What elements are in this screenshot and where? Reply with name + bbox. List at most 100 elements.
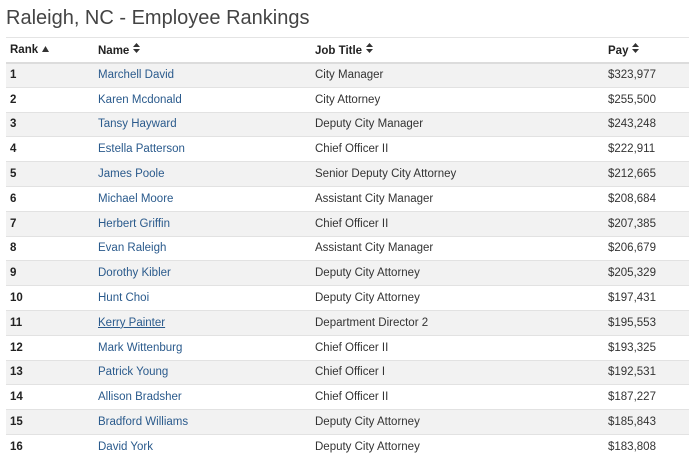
pay-cell: $212,665: [608, 168, 656, 181]
pay-cell: $208,684: [608, 192, 656, 205]
job-title-cell: Deputy City Attorney: [315, 440, 420, 453]
name-cell: Kerry Painter: [94, 310, 311, 335]
name-cell: Patrick Young: [94, 360, 311, 385]
rank-cell: 7: [10, 217, 17, 230]
name-column-header[interactable]: Name: [94, 38, 311, 63]
employee-name-link[interactable]: Hunt Choi: [98, 292, 150, 305]
employee-name-link[interactable]: Dorothy Kibler: [98, 267, 171, 280]
pay-header-label: Pay: [608, 44, 629, 57]
rank-cell: 13: [10, 366, 23, 379]
job-title-column-header[interactable]: Job Title: [311, 38, 604, 63]
name-cell: Marchell David: [94, 63, 311, 88]
name-cell: Mark Wittenburg: [94, 335, 311, 360]
name-cell: Dorothy Kibler: [94, 261, 311, 286]
job-title-cell: Senior Deputy City Attorney: [315, 168, 457, 181]
job-title-cell: Assistant City Manager: [315, 192, 434, 205]
sort-icon: [366, 42, 374, 55]
name-cell: Michael Moore: [94, 186, 311, 211]
rank-cell: 3: [10, 118, 17, 131]
employee-name-link[interactable]: Patrick Young: [98, 366, 169, 379]
employee-name-link[interactable]: David York: [98, 440, 153, 453]
sort-icon: [133, 42, 141, 55]
pay-cell: $243,248: [608, 118, 656, 131]
employee-name-link[interactable]: Evan Raleigh: [98, 242, 167, 255]
rank-cell: 8: [10, 242, 17, 255]
name-cell: Tansy Hayward: [94, 112, 311, 137]
employee-name-link[interactable]: Michael Moore: [98, 192, 174, 205]
name-cell: Allison Bradsher: [94, 385, 311, 410]
table-row: 15 Bradford Williams Deputy City Attorney $…: [6, 409, 689, 435]
pay-cell: $195,553: [608, 316, 656, 329]
pay-cell: $183,808: [608, 440, 656, 453]
table-header-row: Rank Name Job Title Pay: [6, 37, 689, 63]
rank-cell: 10: [10, 292, 23, 305]
table-row: 9 Dorothy Kibler Deputy City Attorney $205,…: [6, 260, 689, 286]
name-cell: Evan Raleigh: [94, 236, 311, 261]
pay-cell: $222,911: [608, 143, 656, 156]
employee-name-link[interactable]: Estella Patterson: [98, 143, 185, 156]
table-row: 8 Evan Raleigh Assistant City Manager $206,…: [6, 236, 689, 261]
employee-name-link[interactable]: Tansy Hayward: [98, 118, 177, 131]
job-title-cell: Chief Officer II: [315, 341, 389, 354]
pay-cell: $185,843: [608, 416, 656, 429]
name-header-label: Name: [98, 44, 130, 57]
job-title-cell: Chief Officer I: [315, 366, 386, 379]
table-row: 11 Kerry Painter Department Director 2 $195…: [6, 310, 689, 336]
table-row: 12 Mark Wittenburg Chief Officer II $193,32…: [6, 335, 689, 361]
rank-cell: 5: [10, 168, 17, 181]
pay-cell: $193,325: [608, 341, 656, 354]
job-title-cell: City Attorney: [315, 93, 381, 106]
pay-column-header[interactable]: Pay: [604, 38, 689, 63]
name-cell: Herbert Griffin: [94, 211, 311, 236]
rank-cell: 14: [10, 391, 23, 404]
pay-cell: $197,431: [608, 292, 656, 305]
table-row: 14 Allison Bradsher Chief Officer II $187,2…: [6, 384, 689, 410]
name-cell: Bradford Williams: [94, 410, 311, 435]
job-title-cell: Deputy City Manager: [315, 118, 424, 131]
table-row: 7 Herbert Griffin Chief Officer II $207,385: [6, 211, 689, 237]
employee-rankings-table: Rank Name Job Title Pay 1 Marchell David C…: [6, 37, 689, 455]
rank-cell: 6: [10, 192, 17, 205]
rank-header-label: Rank: [10, 43, 39, 56]
table-row: 13 Patrick Young Chief Officer I $192,531: [6, 360, 689, 385]
rank-cell: 15: [10, 416, 23, 429]
table-row: 1 Marchell David City Manager $323,977: [6, 62, 689, 88]
employee-name-link[interactable]: Mark Wittenburg: [98, 341, 183, 354]
job-title-cell: Chief Officer II: [315, 143, 389, 156]
page-title: Raleigh, NC - Employee Rankings: [6, 7, 310, 29]
employee-name-link[interactable]: Allison Bradsher: [98, 391, 182, 404]
employee-name-link[interactable]: Kerry Painter: [98, 316, 166, 329]
job-title-cell: Chief Officer II: [315, 217, 389, 230]
employee-name-link[interactable]: Marchell David: [98, 69, 175, 82]
table-row: 4 Estella Patterson Chief Officer II $222,9…: [6, 136, 689, 162]
job-title-cell: Assistant City Manager: [315, 242, 434, 255]
name-cell: Hunt Choi: [94, 286, 311, 311]
rank-cell: 2: [10, 93, 17, 106]
table-row: 2 Karen Mcdonald City Attorney $255,500: [6, 87, 689, 113]
employee-name-link[interactable]: Bradford Williams: [98, 416, 189, 429]
pay-cell: $206,679: [608, 242, 656, 255]
table-row: 10 Hunt Choi Deputy City Attorney $197,431: [6, 285, 689, 311]
pay-cell: $255,500: [608, 93, 656, 106]
job-title-cell: Deputy City Attorney: [315, 267, 420, 280]
sort-asc-icon: [42, 45, 50, 54]
rank-cell: 1: [10, 69, 17, 82]
job-title-header-label: Job Title: [315, 44, 363, 57]
table-row: 3 Tansy Hayward Deputy City Manager $243,24…: [6, 112, 689, 137]
sort-icon: [632, 42, 640, 55]
table-row: 6 Michael Moore Assistant City Manager $208…: [6, 186, 689, 212]
employee-name-link[interactable]: Karen Mcdonald: [98, 93, 182, 106]
pay-cell: $323,977: [608, 69, 656, 82]
employee-name-link[interactable]: James Poole: [98, 168, 165, 181]
rank-cell: 11: [10, 316, 23, 329]
job-title-cell: City Manager: [315, 69, 384, 82]
pay-cell: $187,227: [608, 391, 656, 404]
employee-name-link[interactable]: Herbert Griffin: [98, 217, 171, 230]
job-title-cell: Deputy City Attorney: [315, 416, 420, 429]
rank-column-header[interactable]: Rank: [6, 38, 94, 63]
pay-cell: $192,531: [608, 366, 656, 379]
rank-cell: 4: [10, 143, 17, 156]
rank-cell: 12: [10, 341, 23, 354]
pay-cell: $207,385: [608, 217, 656, 230]
